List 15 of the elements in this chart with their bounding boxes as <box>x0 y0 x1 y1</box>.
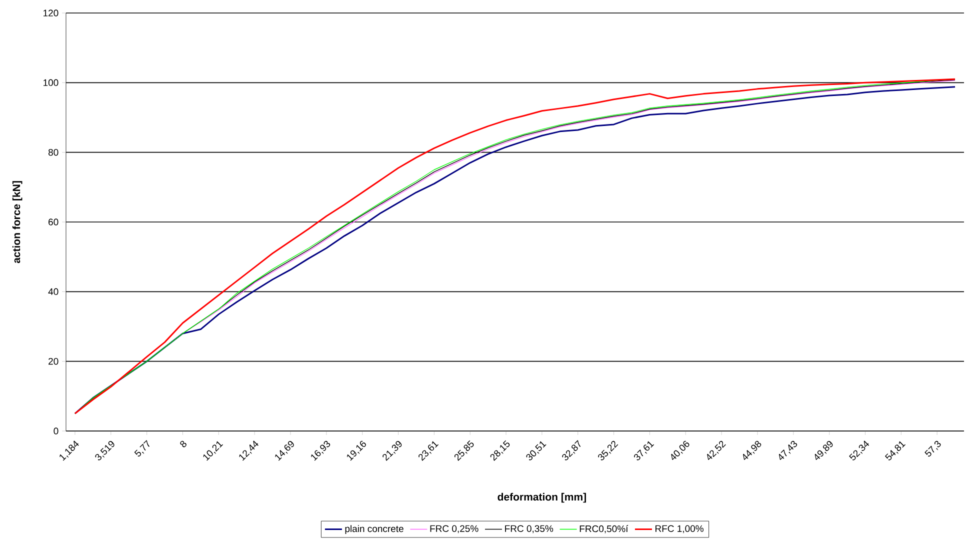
legend-label: FRC 0,25% <box>430 525 478 534</box>
x-tick-label: 8 <box>180 440 186 448</box>
y-tick-label: 40 <box>48 288 58 296</box>
y-tick-label: 0 <box>54 428 58 434</box>
y-tick-label: 120 <box>44 10 58 16</box>
y-tick-label: 60 <box>48 218 58 226</box>
y-tick-label: 100 <box>44 79 58 86</box>
y-axis-title: action force [kN] <box>12 181 22 264</box>
legend-label: FRC 0,35% <box>505 525 554 534</box>
y-tick-label: 20 <box>48 358 58 365</box>
x-axis-title: deformation [mm] <box>498 492 586 503</box>
legend-label: plain concrete <box>345 525 404 534</box>
legend-label: FRC0,50%í <box>580 525 628 534</box>
legend-label: RFC 1,00% <box>656 525 704 534</box>
y-tick-label: 80 <box>48 148 58 156</box>
